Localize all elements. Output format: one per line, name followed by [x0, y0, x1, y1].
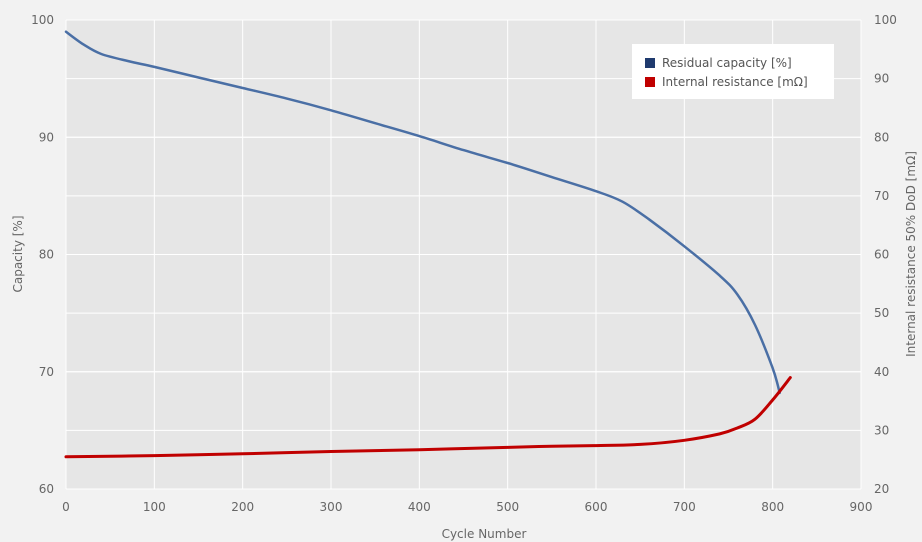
- y2-tick-label: 70: [874, 189, 889, 203]
- x-tick-label: 600: [585, 500, 608, 514]
- series-line-resistance: [64, 376, 792, 459]
- x-tick-label: 900: [850, 500, 873, 514]
- y-tick-label: 60: [39, 482, 54, 496]
- x-tick-label: 400: [408, 500, 431, 514]
- y-tick-label: 70: [39, 365, 54, 379]
- x-tick-label: 800: [761, 500, 784, 514]
- y2-axis-ticks: 20 30 40 50 60 70 80 90 100: [874, 13, 897, 496]
- y-axis-title: Capacity [%]: [11, 215, 25, 292]
- legend-box: [632, 44, 834, 99]
- y2-tick-label: 90: [874, 72, 889, 86]
- x-tick-label: 200: [231, 500, 254, 514]
- legend-swatch-resistance: [645, 77, 655, 87]
- y2-tick-label: 60: [874, 248, 889, 262]
- y2-tick-label: 80: [874, 130, 889, 144]
- y2-tick-label: 50: [874, 306, 889, 320]
- y-axis-ticks: 60 70 80 90 100: [31, 13, 54, 496]
- x-tick-label: 500: [496, 500, 519, 514]
- legend-label-resistance: Internal resistance [mΩ]: [662, 75, 808, 89]
- series-line-capacity: [64, 30, 781, 395]
- series-group: [64, 30, 792, 459]
- y2-tick-label: 30: [874, 423, 889, 437]
- y2-tick-label: 40: [874, 365, 889, 379]
- y2-tick-label: 20: [874, 482, 889, 496]
- x-tick-label: 300: [320, 500, 343, 514]
- x-axis-title: Cycle Number: [442, 527, 527, 541]
- legend-swatch-capacity: [645, 58, 655, 68]
- x-tick-label: 0: [62, 500, 70, 514]
- y-tick-label: 80: [39, 248, 54, 262]
- x-tick-label: 700: [673, 500, 696, 514]
- x-tick-label: 100: [143, 500, 166, 514]
- y-tick-label: 90: [39, 130, 54, 144]
- y2-tick-label: 100: [874, 13, 897, 27]
- x-axis-ticks: 0 100 200 300 400 500 600 700 800 900: [62, 500, 872, 514]
- y-tick-label: 100: [31, 13, 54, 27]
- legend: Residual capacity [%] Internal resistanc…: [632, 44, 834, 99]
- y2-axis-title: Internal resistance 50% DoD [mΩ]: [904, 151, 918, 357]
- legend-label-capacity: Residual capacity [%]: [662, 56, 792, 70]
